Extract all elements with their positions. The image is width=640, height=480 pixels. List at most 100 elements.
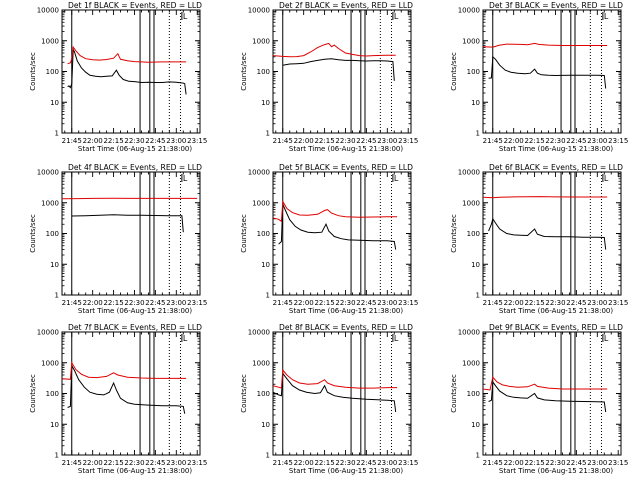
- plot-frame: [61, 171, 201, 296]
- x-tick-label: 22:00: [294, 299, 314, 307]
- x-axis-label: Start Time (06-Aug-15 21:38:00): [289, 145, 403, 153]
- x-tick-label: 22:15: [314, 137, 334, 145]
- lld-series-line: [483, 376, 608, 391]
- x-tick-label: 22:00: [294, 459, 314, 467]
- x-tick-label: 22:15: [314, 299, 334, 307]
- x-tick-label: 21:45: [273, 459, 293, 467]
- y-tick-label: 1: [476, 130, 480, 138]
- y-tick-label: 1000: [252, 359, 270, 367]
- events-series-line: [488, 55, 607, 89]
- y-tick-label: 10: [261, 261, 270, 269]
- y-tick-label: 10: [471, 421, 480, 429]
- x-tick-label: 23:15: [398, 137, 418, 145]
- y-tick-label: 10000: [37, 169, 59, 177]
- panel-title: Det 1f BLACK = Events, RED = LLD: [68, 1, 202, 10]
- x-tick-label: 22:30: [335, 299, 355, 307]
- events-series-line: [488, 217, 607, 250]
- x-tick-label: 22:00: [83, 459, 103, 467]
- x-tick-label: 23:15: [398, 459, 418, 467]
- x-axis-label: Start Time (06-Aug-15 21:38:00): [289, 467, 403, 475]
- marker-label: L: [394, 334, 399, 343]
- y-tick-label: 100: [257, 68, 270, 76]
- x-axis-label: Start Time (06-Aug-15 21:38:00): [78, 307, 192, 315]
- panel-title: Det 6f BLACK = Events, RED = LLD: [489, 163, 623, 172]
- y-tick-label: 10000: [458, 169, 480, 177]
- x-tick-label: 22:00: [294, 137, 314, 145]
- y-axis-label: Counts/sec: [450, 52, 458, 91]
- marker-label: L: [604, 334, 609, 343]
- x-tick-label: 23:00: [377, 459, 397, 467]
- panel-title: Det 7f BLACK = Events, RED = LLD: [68, 323, 202, 332]
- x-tick-label: 22:00: [83, 137, 103, 145]
- x-tick-label: 21:45: [62, 459, 82, 467]
- events-series-line: [488, 380, 607, 413]
- x-tick-label: 22:45: [356, 137, 376, 145]
- x-tick-label: 22:15: [314, 459, 334, 467]
- y-tick-label: 100: [467, 390, 480, 398]
- x-tick-label: 22:45: [145, 137, 165, 145]
- x-tick-label: 22:15: [103, 137, 123, 145]
- detector-panel: Det 3f BLACK = Events, RED = LLD 1 10 100 10…: [450, 1, 628, 153]
- events-series-line: [67, 363, 186, 414]
- y-tick-label: 10: [471, 261, 480, 269]
- marker-label: L: [604, 12, 609, 21]
- plot-frame: [482, 171, 622, 296]
- x-tick-label: 23:15: [398, 299, 418, 307]
- y-axis-label: Counts/sec: [29, 52, 37, 91]
- x-tick-label: 21:45: [62, 299, 82, 307]
- x-tick-label: 22:00: [83, 299, 103, 307]
- detector-panel: Det 2f BLACK = Events, RED = LLD 1 10 100 10…: [240, 1, 418, 153]
- marker-label: L: [183, 174, 188, 183]
- plot-frame: [272, 9, 412, 134]
- y-tick-label: 1000: [41, 37, 59, 45]
- y-tick-label: 1: [266, 292, 270, 300]
- x-tick-label: 23:15: [187, 137, 207, 145]
- x-tick-label: 22:30: [545, 299, 565, 307]
- detector-panel: Det 8f BLACK = Events, RED = LLD 1 10 100 10…: [240, 323, 418, 475]
- x-tick-label: 21:45: [483, 459, 503, 467]
- x-tick-label: 22:15: [524, 459, 544, 467]
- lld-series-line: [483, 196, 608, 199]
- x-tick-label: 23:00: [587, 137, 607, 145]
- x-axis-label: Start Time (06-Aug-15 21:38:00): [78, 467, 192, 475]
- x-tick-label: 23:15: [608, 459, 628, 467]
- detector-panel: Det 4f BLACK = Events, RED = LLD 1 10 100 10…: [29, 163, 207, 315]
- y-tick-label: 100: [46, 68, 59, 76]
- y-axis-label: Counts/sec: [450, 374, 458, 413]
- events-series-line: [273, 372, 397, 413]
- y-tick-label: 10: [261, 99, 270, 107]
- marker-label: L: [394, 12, 399, 21]
- x-tick-label: 21:45: [483, 299, 503, 307]
- panel-title: Det 2f BLACK = Events, RED = LLD: [279, 1, 413, 10]
- x-tick-label: 22:45: [566, 299, 586, 307]
- y-tick-label: 100: [46, 390, 59, 398]
- lld-series-line: [67, 45, 187, 65]
- y-axis-label: Counts/sec: [29, 374, 37, 413]
- y-tick-label: 1: [55, 292, 59, 300]
- x-tick-label: 22:45: [566, 137, 586, 145]
- panel-title: Det 5f BLACK = Events, RED = LLD: [279, 163, 413, 172]
- marker-label: L: [394, 174, 399, 183]
- y-tick-label: 10: [471, 99, 480, 107]
- y-tick-label: 100: [257, 390, 270, 398]
- panel-title: Det 3f BLACK = Events, RED = LLD: [489, 1, 623, 10]
- x-tick-label: 23:15: [187, 459, 207, 467]
- y-tick-label: 1000: [462, 37, 480, 45]
- y-tick-label: 1: [266, 452, 270, 460]
- y-tick-label: 1: [55, 452, 59, 460]
- plot-frame: [272, 171, 412, 296]
- y-axis-label: Counts/sec: [240, 214, 248, 253]
- y-tick-label: 1: [266, 130, 270, 138]
- lld-series-line: [273, 199, 398, 223]
- x-tick-label: 23:00: [587, 299, 607, 307]
- x-tick-label: 22:00: [504, 137, 524, 145]
- plot-frame: [272, 331, 412, 456]
- x-tick-label: 22:15: [103, 459, 123, 467]
- panel-title: Det 9f BLACK = Events, RED = LLD: [489, 323, 623, 332]
- x-tick-label: 22:30: [545, 459, 565, 467]
- y-tick-label: 1000: [41, 199, 59, 207]
- panel-title: Det 4f BLACK = Events, RED = LLD: [68, 163, 202, 172]
- y-tick-label: 10: [261, 421, 270, 429]
- y-tick-label: 10000: [248, 7, 270, 15]
- y-tick-label: 1000: [41, 359, 59, 367]
